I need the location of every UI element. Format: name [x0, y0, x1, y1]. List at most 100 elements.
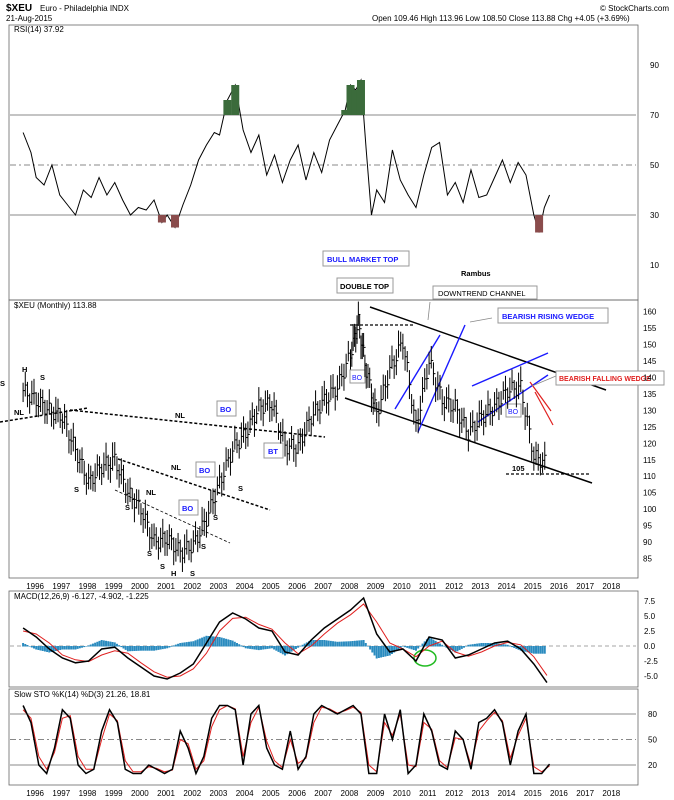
- macd-histogram-bar: [288, 646, 291, 653]
- year-tick-label: 2006: [288, 789, 306, 798]
- rsi-title: RSI(14) 37.92: [14, 25, 64, 34]
- falling-wedge-top: [529, 381, 552, 412]
- macd-histogram-bar: [294, 646, 297, 649]
- macd-histogram-bar: [61, 646, 64, 650]
- bt-box: [263, 442, 284, 459]
- macd-histogram-bar: [196, 639, 199, 647]
- macd-histogram-bar: [30, 646, 33, 648]
- macd-histogram-bar: [338, 641, 341, 647]
- author-label: Rambus: [461, 269, 491, 278]
- price-tick-label: 160: [643, 308, 657, 317]
- macd-histogram-bar: [421, 643, 424, 647]
- bo-label-3: BO: [220, 405, 231, 414]
- price-tick-label: 140: [643, 373, 657, 382]
- sto-tick-label: 50: [648, 736, 657, 745]
- bull-market-top-box: [322, 250, 410, 267]
- bt-label: BT: [268, 447, 278, 456]
- year-tick-label: 2015: [524, 789, 542, 798]
- macd-histogram-bar: [321, 640, 324, 647]
- macd-histogram-bar: [399, 646, 402, 648]
- macd-histogram-bar: [35, 646, 38, 650]
- year-tick-label: 2001: [157, 582, 175, 591]
- s-label-3: S: [74, 485, 79, 494]
- macd-panel: MACD(12,26,9) -6.127, -4.902, -1.225: [8, 590, 639, 688]
- year-tick-label: 1999: [105, 582, 123, 591]
- macd-histogram-bar: [281, 646, 284, 655]
- macd-histogram-bar: [137, 646, 140, 651]
- macd-histogram-bar: [244, 646, 247, 649]
- macd-histogram-bar: [83, 646, 86, 648]
- macd-histogram-bar: [279, 646, 282, 654]
- macd-histogram-bar: [356, 640, 359, 647]
- macd-histogram-bar: [262, 646, 265, 650]
- rsi-overbought-fill: [231, 85, 240, 115]
- macd-histogram-bar: [312, 640, 315, 647]
- macd-histogram-bar: [115, 643, 118, 647]
- macd-histogram-bar: [436, 642, 439, 647]
- year-tick-label: 2016: [550, 789, 568, 798]
- macd-histogram-bar: [246, 646, 249, 649]
- macd-histogram-bar: [478, 643, 481, 647]
- macd-histogram-bar: [225, 638, 228, 647]
- price-tick-label: 105: [643, 489, 657, 498]
- s-label-7: S: [160, 562, 165, 571]
- macd-histogram-bar: [135, 646, 138, 651]
- macd-histogram-bar: [124, 646, 127, 650]
- macd-histogram-bar: [159, 646, 162, 650]
- level-105-label: 105: [512, 464, 525, 473]
- rising-wedge-box: [497, 307, 609, 324]
- macd-histogram-bar: [308, 641, 311, 647]
- bo-label-2: BO: [508, 409, 519, 416]
- price-panel: $XEU (Monthly) 113.88: [8, 299, 639, 579]
- macd-histogram-bar: [207, 636, 210, 647]
- macd-histogram-bar: [139, 646, 142, 651]
- h-label-2: H: [171, 569, 176, 578]
- macd-histogram-bar: [22, 643, 25, 647]
- macd-histogram-bar: [458, 646, 461, 651]
- year-tick-label: 1999: [105, 789, 123, 798]
- macd-histogram-bar: [493, 643, 496, 647]
- wedge-line-2: [417, 324, 466, 433]
- macd-histogram-bar: [109, 641, 112, 647]
- macd-histogram-bar: [249, 646, 252, 649]
- bo-box-4: [195, 461, 216, 478]
- macd-histogram-bar: [443, 646, 446, 647]
- year-tick-label: 2013: [471, 789, 489, 798]
- year-tick-label: 2017: [576, 789, 594, 798]
- macd-histogram-bar: [515, 646, 518, 649]
- year-tick-label: 2018: [602, 789, 620, 798]
- year-tick-label: 2002: [183, 789, 201, 798]
- macd-histogram-bar: [257, 646, 260, 651]
- instrument-name: Euro - Philadelphia INDX: [40, 4, 130, 13]
- macd-histogram-bar: [183, 642, 186, 647]
- downtrend-channel-box: [432, 285, 538, 300]
- falling-wedge-label: BEARISH FALLING WEDGE: [559, 376, 651, 383]
- macd-tick-label: -2.5: [644, 657, 658, 666]
- macd-histogram-bar: [371, 646, 374, 653]
- macd-histogram-bar: [528, 646, 531, 653]
- macd-histogram-bar: [375, 646, 378, 659]
- x-axis-price: 1996 1997 1998 1999 2000 2001 2002 2003 2004 2005…: [26, 582, 621, 591]
- price-tick-label: 100: [643, 505, 657, 514]
- rsi-tick-label: 50: [650, 161, 659, 170]
- macd-histogram-bar: [39, 646, 42, 651]
- macd-line: [22, 596, 548, 684]
- macd-histogram-bar: [384, 646, 387, 657]
- price-tick-label: 145: [643, 357, 657, 366]
- macd-histogram-bar: [406, 646, 409, 648]
- macd-histogram-bar: [59, 646, 62, 650]
- sto-d-line: [22, 704, 550, 773]
- macd-histogram-bar: [297, 646, 300, 648]
- macd-histogram-bar: [185, 642, 188, 647]
- macd-histogram-bar: [214, 636, 217, 647]
- rsi-overbought-fill: [341, 110, 350, 115]
- macd-histogram-bar: [222, 638, 225, 647]
- macd-histogram-bar: [277, 646, 280, 652]
- macd-histogram-bar: [447, 646, 450, 649]
- s-label-10: S: [213, 513, 218, 522]
- price-tick-label: 110: [643, 472, 656, 481]
- macd-histogram-bar: [537, 646, 540, 654]
- nl-label-4: NL: [146, 488, 156, 497]
- macd-histogram-bar: [172, 645, 175, 647]
- macd-histogram-bar: [539, 646, 542, 654]
